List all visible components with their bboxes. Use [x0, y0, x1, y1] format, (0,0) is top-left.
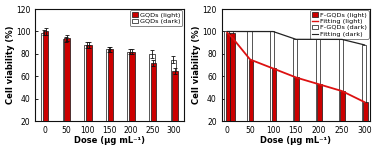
Bar [229, 31, 233, 144]
Y-axis label: Cell viability (%): Cell viability (%) [192, 26, 201, 104]
X-axis label: Dose (μg mL⁻¹): Dose (μg mL⁻¹) [74, 137, 145, 145]
Bar [340, 91, 345, 144]
Bar [64, 38, 70, 144]
Bar [316, 39, 320, 144]
Legend: F-GQDs (light), Fitting (light), F-GQDs (dark), Fitting (dark): F-GQDs (light), Fitting (light), F-GQDs … [310, 10, 369, 39]
Bar [127, 52, 133, 144]
Bar [43, 31, 48, 144]
Bar [129, 52, 135, 144]
Bar [339, 39, 343, 144]
Bar [86, 45, 91, 144]
Bar [362, 45, 366, 144]
Bar [270, 31, 274, 144]
Bar [224, 31, 229, 144]
Y-axis label: Cell viability (%): Cell viability (%) [6, 26, 15, 104]
Bar [149, 54, 155, 144]
Bar [170, 59, 176, 144]
Bar [151, 63, 156, 144]
Bar [107, 49, 113, 144]
Bar [293, 39, 297, 144]
Bar [363, 102, 367, 144]
Bar [226, 33, 230, 144]
Bar [247, 31, 251, 144]
Bar [106, 49, 112, 144]
Bar [294, 77, 299, 144]
Bar [249, 59, 253, 144]
Bar [63, 39, 68, 144]
Bar [84, 45, 90, 144]
Bar [318, 84, 322, 144]
Legend: GQDs (light), GQDs (dark): GQDs (light), GQDs (dark) [130, 10, 182, 26]
X-axis label: Dose (μg mL⁻¹): Dose (μg mL⁻¹) [260, 137, 332, 145]
Bar [271, 69, 276, 144]
Bar [41, 33, 47, 144]
Bar [172, 71, 178, 144]
Bar [230, 33, 235, 144]
